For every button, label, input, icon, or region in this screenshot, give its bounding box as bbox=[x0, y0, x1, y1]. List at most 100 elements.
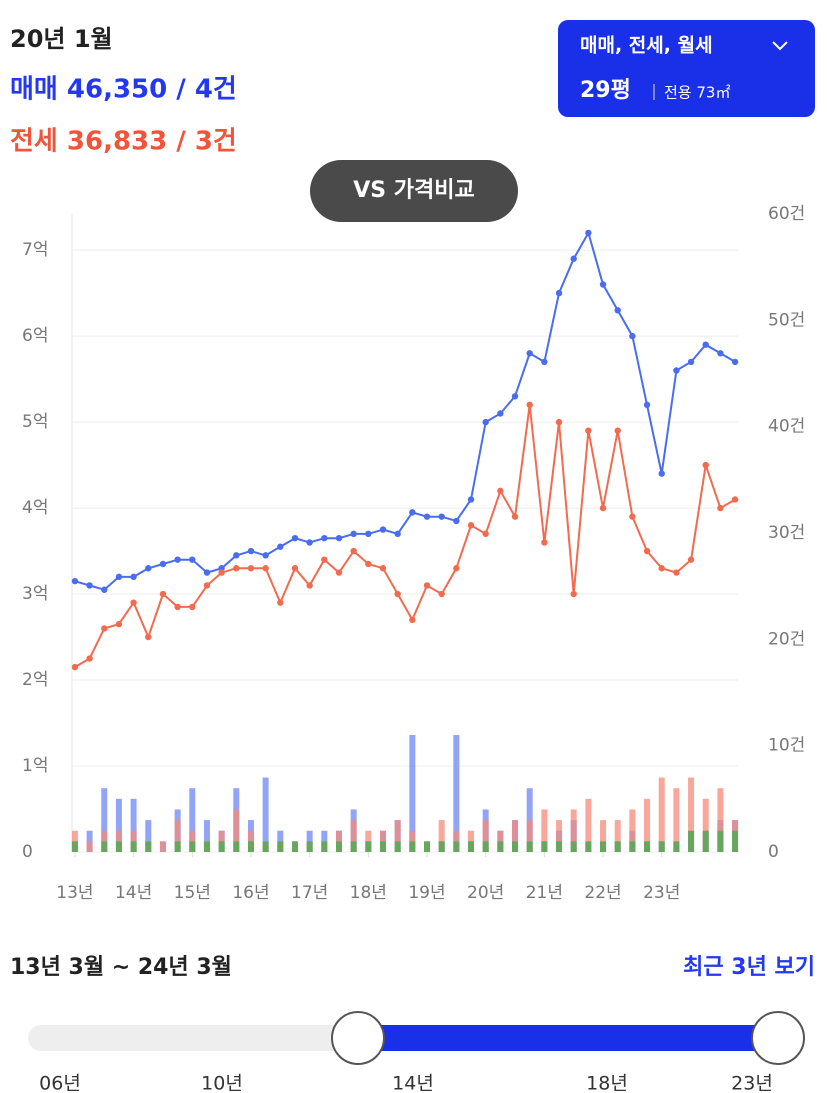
volume-bar bbox=[189, 788, 196, 852]
price-point bbox=[702, 341, 709, 348]
price-point bbox=[717, 504, 724, 512]
volume-bar bbox=[203, 841, 210, 852]
volume-bar bbox=[159, 841, 166, 852]
volume-bar bbox=[203, 820, 210, 852]
compare-button[interactable]: VS 가격비교 bbox=[310, 160, 518, 222]
price-point bbox=[555, 418, 563, 426]
volume-bar bbox=[497, 841, 504, 852]
price-point bbox=[101, 625, 108, 632]
price-point bbox=[643, 547, 651, 555]
price-point bbox=[247, 547, 255, 555]
volume-bar bbox=[717, 788, 724, 852]
volume-bar bbox=[644, 841, 651, 852]
price-point bbox=[350, 530, 357, 538]
volume-bar bbox=[115, 841, 122, 852]
volume-bar bbox=[482, 841, 489, 852]
volume-bar bbox=[130, 798, 137, 852]
volume-bar bbox=[71, 841, 78, 852]
price-point bbox=[394, 530, 401, 538]
x-tick-label: 22년 bbox=[584, 883, 621, 903]
volume-bar bbox=[644, 798, 651, 852]
volume-bar bbox=[174, 841, 181, 852]
price-point bbox=[673, 569, 680, 576]
volume-bar bbox=[600, 820, 607, 852]
volume-bar bbox=[468, 841, 475, 852]
price-point bbox=[687, 556, 695, 563]
price-point bbox=[687, 358, 695, 366]
volume-bar bbox=[629, 841, 636, 852]
price-point bbox=[570, 590, 577, 598]
price-point bbox=[614, 307, 621, 314]
price-point bbox=[115, 620, 123, 628]
price-point bbox=[321, 556, 328, 563]
volume-bar bbox=[702, 798, 709, 852]
price-point bbox=[262, 552, 269, 559]
y2-tick-label: 40건 bbox=[768, 417, 805, 437]
volume-bar bbox=[101, 841, 108, 852]
price-point bbox=[115, 573, 123, 581]
price-point bbox=[731, 496, 739, 503]
filter-size[interactable]: 29평 bbox=[580, 78, 631, 103]
y-tick-label: 7억 bbox=[22, 240, 48, 260]
price-point bbox=[86, 655, 93, 662]
plot-area: 0 1억 2억 3억 4억 5억 6억 7억 0 10건 20건 30건 40건 50건 60건 13년 14년… bbox=[22, 204, 805, 903]
volume-bar bbox=[688, 830, 695, 852]
price-point bbox=[145, 565, 152, 572]
price-point bbox=[306, 539, 313, 546]
price-point bbox=[159, 590, 167, 598]
y-tick-label: 4억 bbox=[22, 498, 48, 518]
price-point bbox=[350, 547, 357, 555]
slider-track[interactable] bbox=[28, 1025, 368, 1051]
slider-handle-start[interactable] bbox=[331, 1011, 385, 1065]
volume-bar bbox=[512, 841, 519, 852]
x-tick-label: 19년 bbox=[408, 883, 445, 903]
price-point bbox=[189, 603, 196, 611]
x-tick-label: 20년 bbox=[467, 883, 504, 903]
price-point bbox=[438, 590, 445, 598]
y-tick-label: 6억 bbox=[22, 326, 48, 346]
price-point bbox=[541, 358, 548, 366]
volume-bar bbox=[218, 841, 225, 852]
volume-bar bbox=[453, 735, 460, 852]
volume-bar bbox=[438, 841, 445, 852]
volume-bar bbox=[717, 830, 724, 852]
compare-label[interactable]: VS 가격비교 bbox=[353, 178, 475, 203]
volume-bar bbox=[189, 841, 196, 852]
filter-area[interactable]: 전용 73㎡ bbox=[664, 84, 730, 102]
price-point bbox=[438, 513, 445, 520]
slider-label: 10년 bbox=[201, 1073, 243, 1093]
volume-bar bbox=[585, 798, 592, 852]
x-tick-label: 23년 bbox=[643, 883, 680, 903]
volume-bar bbox=[526, 841, 533, 852]
price-point bbox=[218, 569, 225, 576]
price-point bbox=[541, 539, 548, 546]
volume-bar bbox=[585, 841, 592, 852]
volume-bar bbox=[350, 841, 357, 852]
volume-bar bbox=[570, 841, 577, 852]
filter-types[interactable]: 매매, 전세, 월세 bbox=[580, 35, 713, 57]
compare-button-bg[interactable] bbox=[310, 160, 518, 222]
dropdown-icon[interactable] bbox=[772, 41, 788, 51]
slider-handle-end[interactable] bbox=[751, 1011, 805, 1065]
recent-button[interactable]: 최근 3년 보기 bbox=[683, 955, 815, 980]
volume-bar bbox=[145, 820, 152, 852]
price-point bbox=[379, 526, 387, 533]
x-tick-label: 16년 bbox=[232, 883, 269, 903]
price-point bbox=[86, 582, 93, 589]
volume-bar bbox=[262, 777, 269, 852]
price-point bbox=[585, 427, 592, 434]
volume-bar bbox=[482, 820, 489, 852]
price-point bbox=[306, 582, 313, 589]
volume-bar bbox=[570, 809, 577, 852]
volume-bar bbox=[658, 841, 665, 852]
price-point bbox=[277, 543, 284, 550]
volume-bar bbox=[409, 735, 416, 852]
price-point bbox=[335, 534, 343, 542]
slider-selected[interactable] bbox=[358, 1025, 778, 1051]
volume-bar bbox=[453, 841, 460, 852]
filter-button[interactable]: 매매, 전세, 월세 29평 전용 73㎡ bbox=[558, 20, 815, 117]
price-point bbox=[247, 565, 255, 572]
filter-button-bg[interactable] bbox=[558, 20, 815, 117]
period-label: 13년 3월 ~ 24년 3월 bbox=[10, 955, 232, 980]
